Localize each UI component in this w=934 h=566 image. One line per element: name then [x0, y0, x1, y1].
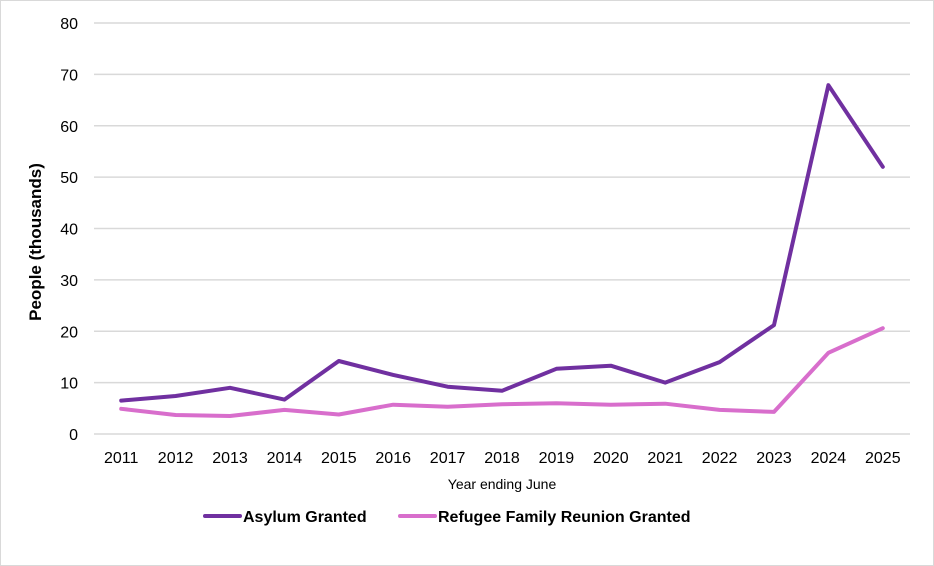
x-tick-label: 2025 [865, 450, 901, 467]
line-refugee-family-reunion-granted [119, 326, 885, 418]
y-axis-title: People (thousands) [26, 163, 45, 321]
y-tick-label: 40 [60, 222, 78, 239]
x-tick-label: 2021 [647, 450, 683, 467]
y-tick-label: 60 [60, 119, 78, 136]
legend-item-asylum-granted: Asylum Granted [203, 509, 367, 526]
y-tick-label: 20 [60, 324, 78, 341]
y-tick-label: 0 [69, 427, 78, 444]
legend-label-refugee-family-reunion-granted: Refugee Family Reunion Granted [438, 509, 690, 526]
legend: Asylum Granted Refugee Family Reunion Gr… [203, 509, 690, 526]
x-tick-label: 2013 [212, 450, 248, 467]
x-tick-label: 2014 [267, 450, 303, 467]
y-tick-label: 50 [60, 170, 78, 187]
series-asylum-granted [119, 83, 885, 403]
x-tick-label: 2019 [539, 450, 575, 467]
line-asylum-granted [119, 83, 885, 403]
legend-label-asylum-granted: Asylum Granted [243, 509, 367, 526]
y-tick-label: 30 [60, 273, 78, 290]
x-tick-label: 2023 [756, 450, 792, 467]
legend-item-refugee-family-reunion-granted: Refugee Family Reunion Granted [398, 509, 690, 526]
series-refugee-family-reunion-granted [119, 326, 885, 418]
x-tick-label: 2020 [593, 450, 629, 467]
x-tick-label: 2024 [811, 450, 847, 467]
x-tick-label: 2017 [430, 450, 466, 467]
x-tick-label: 2015 [321, 450, 357, 467]
x-tick-label: 2018 [484, 450, 520, 467]
x-tick-label: 2012 [158, 450, 194, 467]
gridlines [94, 22, 910, 435]
x-axis-ticks: 2011 2012 2013 2014 2015 2016 2017 2018 2019 2020… [104, 450, 901, 467]
y-tick-label: 80 [60, 16, 78, 33]
x-tick-label: 2016 [375, 450, 411, 467]
x-axis-title: Year ending June [448, 476, 557, 492]
y-tick-label: 10 [60, 376, 78, 393]
x-tick-label: 2011 [104, 450, 139, 467]
x-tick-label: 2022 [702, 450, 738, 467]
y-axis-ticks: 0 10 20 30 40 50 60 70 80 [60, 16, 78, 444]
y-tick-label: 70 [60, 67, 78, 84]
series-lines [119, 83, 885, 418]
